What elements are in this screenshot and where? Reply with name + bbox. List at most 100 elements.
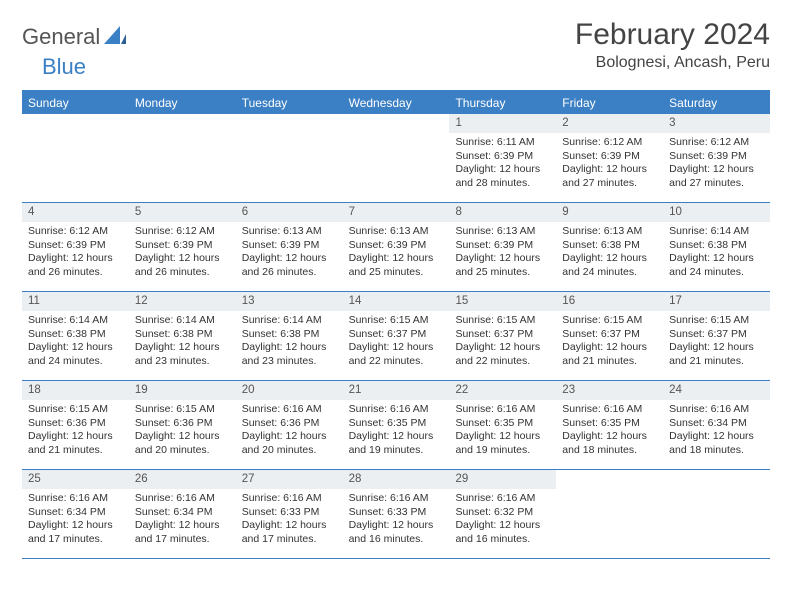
day-details: Sunrise: 6:15 AMSunset: 6:37 PMDaylight:… bbox=[449, 311, 556, 373]
day-number: 22 bbox=[449, 381, 556, 400]
daylight-text: Daylight: 12 hours and 18 minutes. bbox=[669, 430, 764, 457]
day-details: Sunrise: 6:13 AMSunset: 6:39 PMDaylight:… bbox=[449, 222, 556, 284]
sunset-text: Sunset: 6:39 PM bbox=[669, 150, 764, 164]
day-number: 1 bbox=[449, 114, 556, 133]
day-number: 25 bbox=[22, 470, 129, 489]
sunset-text: Sunset: 6:39 PM bbox=[349, 239, 444, 253]
sunrise-text: Sunrise: 6:16 AM bbox=[242, 492, 337, 506]
day-details: Sunrise: 6:15 AMSunset: 6:36 PMDaylight:… bbox=[129, 400, 236, 462]
calendar-day-cell: 4Sunrise: 6:12 AMSunset: 6:39 PMDaylight… bbox=[22, 203, 129, 291]
month-title: February 2024 bbox=[575, 18, 770, 52]
calendar-day-cell: 13Sunrise: 6:14 AMSunset: 6:38 PMDayligh… bbox=[236, 292, 343, 380]
calendar-day-cell bbox=[343, 114, 450, 202]
day-number: 8 bbox=[449, 203, 556, 222]
brand-logo: General bbox=[22, 24, 128, 50]
calendar-week-row: 11 Sunrise: 6:14 AMSunset: 6:38 PMDayligh… bbox=[22, 292, 770, 381]
daylight-text: Daylight: 12 hours and 26 minutes. bbox=[135, 252, 230, 279]
sunrise-text: Sunrise: 6:13 AM bbox=[242, 225, 337, 239]
calendar-day-cell: 20Sunrise: 6:16 AMSunset: 6:36 PMDayligh… bbox=[236, 381, 343, 469]
sunrise-text: Sunrise: 6:12 AM bbox=[669, 136, 764, 150]
sunset-text: Sunset: 6:36 PM bbox=[28, 417, 123, 431]
sunset-text: Sunset: 6:32 PM bbox=[455, 506, 550, 520]
sunrise-text: Sunrise: 6:11 AM bbox=[455, 136, 550, 150]
day-number: 16 bbox=[556, 292, 663, 311]
calendar-week-row: 25Sunrise: 6:16 AMSunset: 6:34 PMDayligh… bbox=[22, 470, 770, 559]
sunset-text: Sunset: 6:33 PM bbox=[242, 506, 337, 520]
dow-wednesday: Wednesday bbox=[343, 92, 450, 114]
day-number: 9 bbox=[556, 203, 663, 222]
dow-saturday: Saturday bbox=[663, 92, 770, 114]
sunset-text: Sunset: 6:37 PM bbox=[455, 328, 550, 342]
calendar-day-cell: 1Sunrise: 6:11 AMSunset: 6:39 PMDaylight… bbox=[449, 114, 556, 202]
sunrise-text: Sunrise: 6:13 AM bbox=[562, 225, 657, 239]
calendar-day-cell: 24Sunrise: 6:16 AMSunset: 6:34 PMDayligh… bbox=[663, 381, 770, 469]
sunset-text: Sunset: 6:39 PM bbox=[135, 239, 230, 253]
day-number: 26 bbox=[129, 470, 236, 489]
day-details: Sunrise: 6:12 AMSunset: 6:39 PMDaylight:… bbox=[663, 133, 770, 195]
day-details: Sunrise: 6:16 AMSunset: 6:33 PMDaylight:… bbox=[236, 489, 343, 551]
daylight-text: Daylight: 12 hours and 24 minutes. bbox=[669, 252, 764, 279]
daylight-text: Daylight: 12 hours and 17 minutes. bbox=[135, 519, 230, 546]
day-details: Sunrise: 6:13 AMSunset: 6:39 PMDaylight:… bbox=[236, 222, 343, 284]
calendar-day-cell: 27Sunrise: 6:16 AMSunset: 6:33 PMDayligh… bbox=[236, 470, 343, 558]
day-number: 18 bbox=[22, 381, 129, 400]
daylight-text: Daylight: 12 hours and 26 minutes. bbox=[28, 252, 123, 279]
sunrise-text: Sunrise: 6:13 AM bbox=[349, 225, 444, 239]
calendar-day-cell bbox=[22, 114, 129, 202]
sunset-text: Sunset: 6:35 PM bbox=[455, 417, 550, 431]
calendar-day-cell: 16Sunrise: 6:15 AMSunset: 6:37 PMDayligh… bbox=[556, 292, 663, 380]
day-number: 21 bbox=[343, 381, 450, 400]
calendar-day-cell: 22Sunrise: 6:16 AMSunset: 6:35 PMDayligh… bbox=[449, 381, 556, 469]
sunrise-text: Sunrise: 6:12 AM bbox=[135, 225, 230, 239]
sunset-text: Sunset: 6:37 PM bbox=[349, 328, 444, 342]
calendar-day-cell bbox=[129, 114, 236, 202]
sunset-text: Sunset: 6:36 PM bbox=[242, 417, 337, 431]
daylight-text: Daylight: 12 hours and 25 minutes. bbox=[349, 252, 444, 279]
day-number: 10 bbox=[663, 203, 770, 222]
sunset-text: Sunset: 6:35 PM bbox=[562, 417, 657, 431]
calendar-week-row: 18Sunrise: 6:15 AMSunset: 6:36 PMDayligh… bbox=[22, 381, 770, 470]
day-number: 19 bbox=[129, 381, 236, 400]
daylight-text: Daylight: 12 hours and 16 minutes. bbox=[455, 519, 550, 546]
sunset-text: Sunset: 6:35 PM bbox=[349, 417, 444, 431]
sunset-text: Sunset: 6:33 PM bbox=[349, 506, 444, 520]
calendar-table: Sunday Monday Tuesday Wednesday Thursday… bbox=[22, 90, 770, 559]
day-details: Sunrise: 6:16 AMSunset: 6:34 PMDaylight:… bbox=[663, 400, 770, 462]
brand-text-general: General bbox=[22, 24, 100, 50]
daylight-text: Daylight: 12 hours and 21 minutes. bbox=[562, 341, 657, 368]
daylight-text: Daylight: 12 hours and 21 minutes. bbox=[28, 430, 123, 457]
daylight-text: Daylight: 12 hours and 22 minutes. bbox=[455, 341, 550, 368]
calendar-day-cell: 8Sunrise: 6:13 AMSunset: 6:39 PMDaylight… bbox=[449, 203, 556, 291]
sunrise-text: Sunrise: 6:16 AM bbox=[349, 492, 444, 506]
daylight-text: Daylight: 12 hours and 27 minutes. bbox=[669, 163, 764, 190]
sunset-text: Sunset: 6:39 PM bbox=[242, 239, 337, 253]
calendar-day-cell: 2Sunrise: 6:12 AMSunset: 6:39 PMDaylight… bbox=[556, 114, 663, 202]
sunrise-text: Sunrise: 6:16 AM bbox=[28, 492, 123, 506]
day-details: Sunrise: 6:14 AMSunset: 6:38 PMDaylight:… bbox=[663, 222, 770, 284]
daylight-text: Daylight: 12 hours and 26 minutes. bbox=[242, 252, 337, 279]
daylight-text: Daylight: 12 hours and 25 minutes. bbox=[455, 252, 550, 279]
calendar-day-cell: 25Sunrise: 6:16 AMSunset: 6:34 PMDayligh… bbox=[22, 470, 129, 558]
sunset-text: Sunset: 6:36 PM bbox=[135, 417, 230, 431]
daylight-text: Daylight: 12 hours and 19 minutes. bbox=[455, 430, 550, 457]
day-number: 11 bbox=[22, 292, 129, 311]
sunrise-text: Sunrise: 6:14 AM bbox=[669, 225, 764, 239]
daylight-text: Daylight: 12 hours and 16 minutes. bbox=[349, 519, 444, 546]
day-number: 28 bbox=[343, 470, 450, 489]
calendar-day-cell bbox=[236, 114, 343, 202]
calendar-day-cell: 10Sunrise: 6:14 AMSunset: 6:38 PMDayligh… bbox=[663, 203, 770, 291]
dow-monday: Monday bbox=[129, 92, 236, 114]
sunset-text: Sunset: 6:39 PM bbox=[562, 150, 657, 164]
day-number: 14 bbox=[343, 292, 450, 311]
sunset-text: Sunset: 6:34 PM bbox=[28, 506, 123, 520]
day-details: Sunrise: 6:16 AMSunset: 6:35 PMDaylight:… bbox=[449, 400, 556, 462]
day-details: Sunrise: 6:14 AMSunset: 6:38 PMDaylight:… bbox=[236, 311, 343, 373]
day-details: Sunrise: 6:12 AMSunset: 6:39 PMDaylight:… bbox=[129, 222, 236, 284]
sunrise-text: Sunrise: 6:12 AM bbox=[562, 136, 657, 150]
sunset-text: Sunset: 6:39 PM bbox=[455, 239, 550, 253]
calendar-day-cell: 28 Sunrise: 6:16 AMSunset: 6:33 PMDayligh… bbox=[343, 470, 450, 558]
sunrise-text: Sunrise: 6:14 AM bbox=[135, 314, 230, 328]
day-number: 27 bbox=[236, 470, 343, 489]
day-number: 13 bbox=[236, 292, 343, 311]
calendar-day-cell: 14Sunrise: 6:15 AMSunset: 6:37 PMDayligh… bbox=[343, 292, 450, 380]
